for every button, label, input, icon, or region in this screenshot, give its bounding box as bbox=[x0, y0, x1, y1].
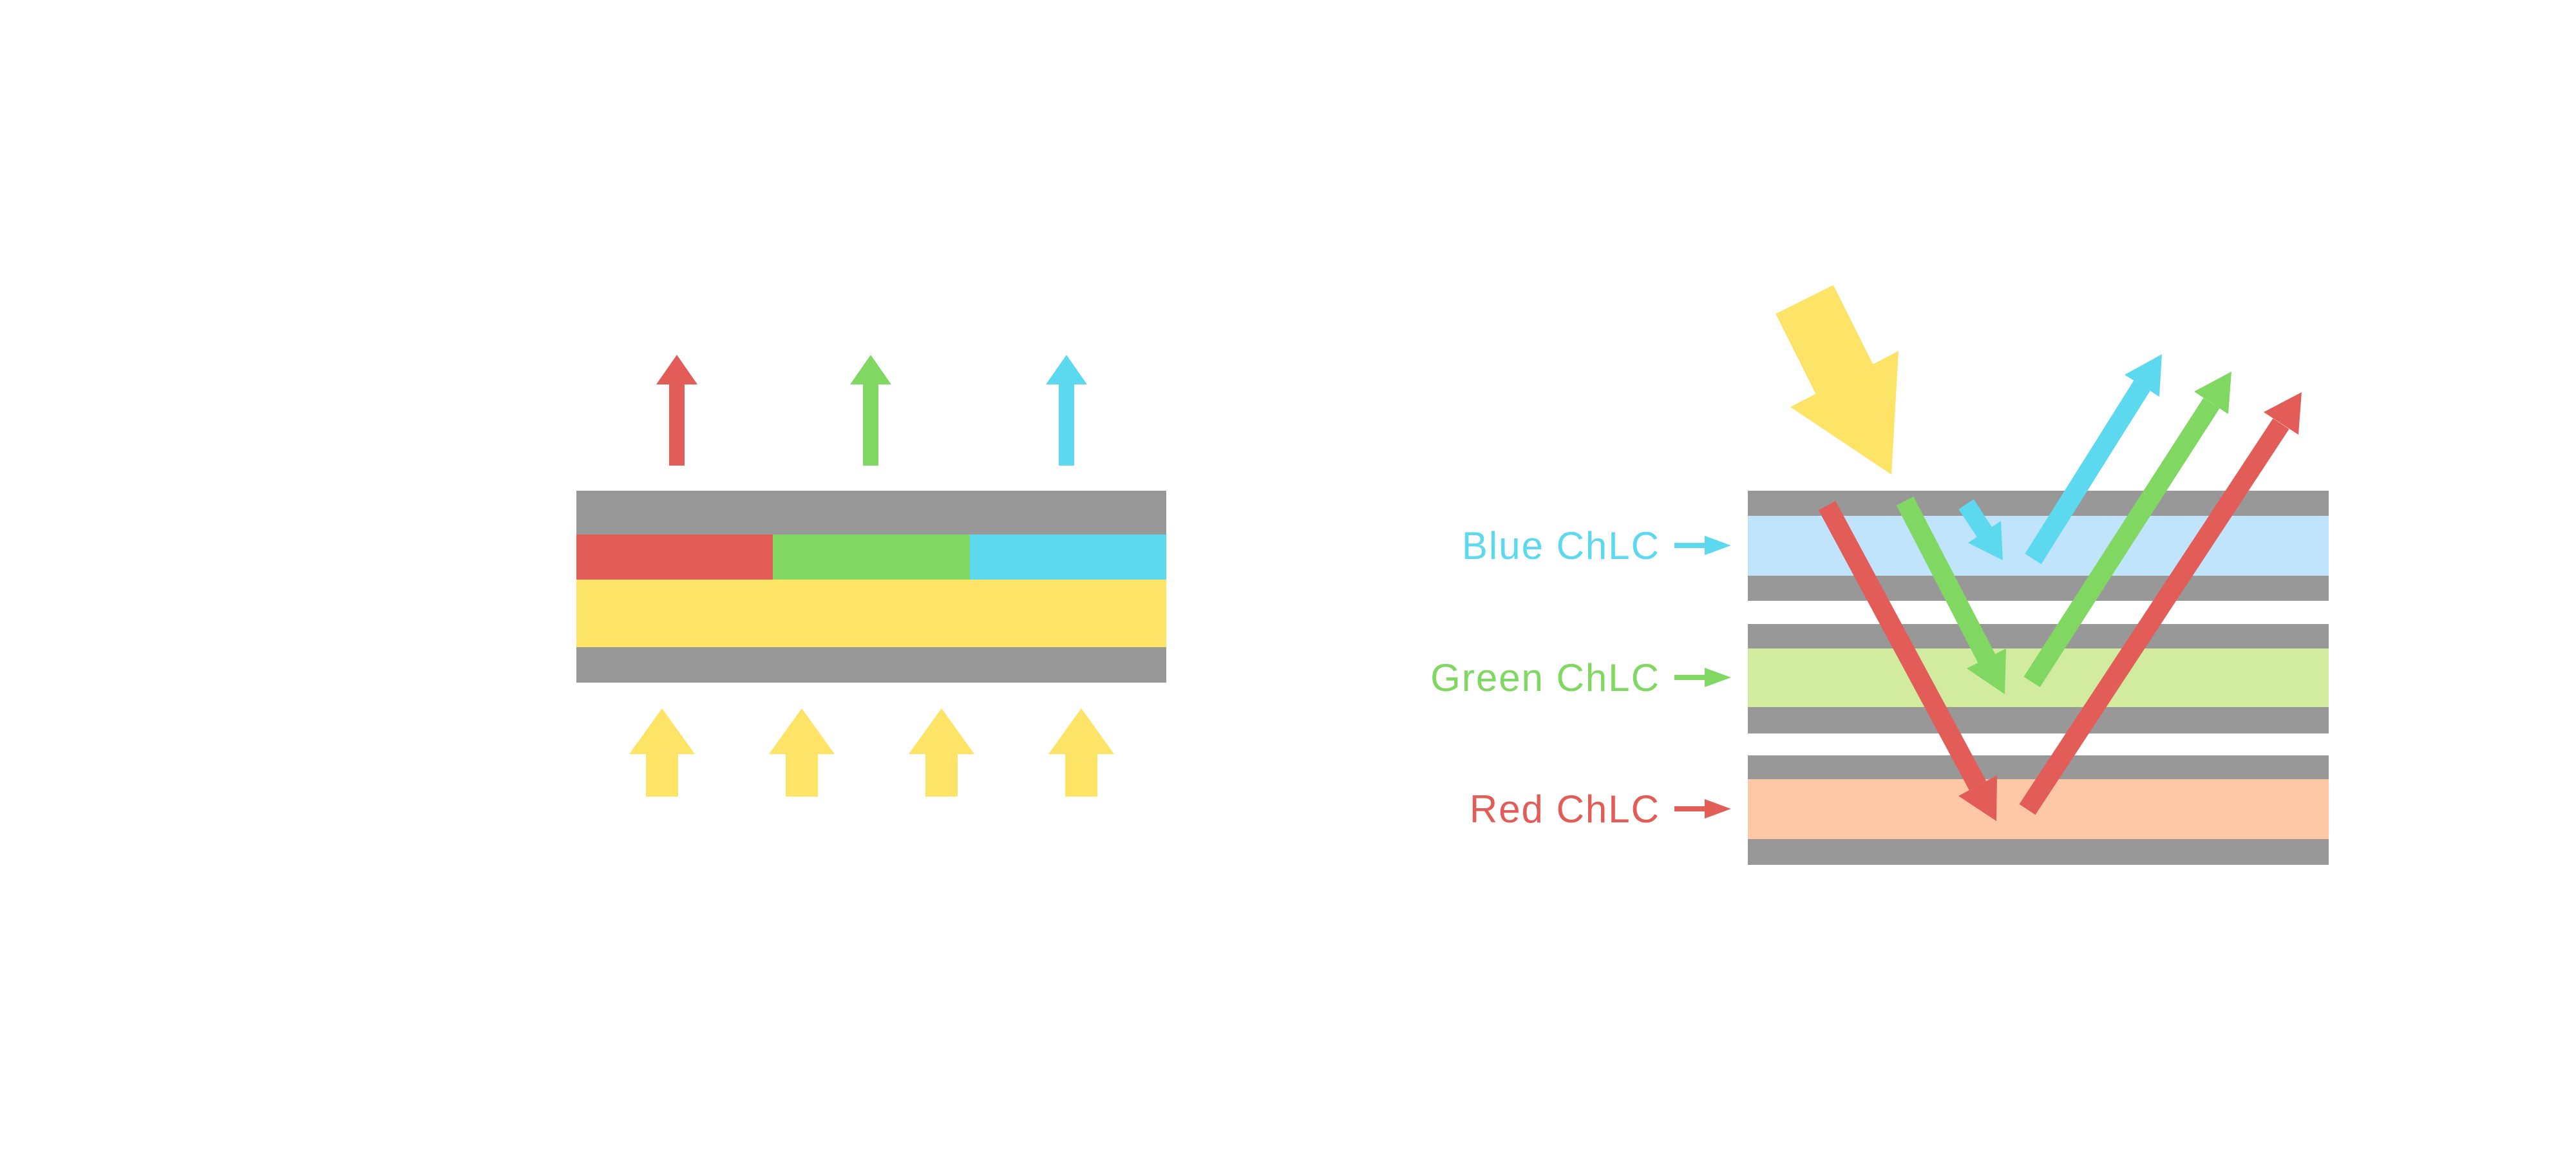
backlight-arrow-icon-3 bbox=[909, 708, 974, 797]
green-reflected-arrow-shaft bbox=[2023, 397, 2220, 688]
left-bottom-substrate-layer bbox=[576, 647, 1166, 683]
red-transmitted-arrow-head bbox=[1958, 775, 1997, 821]
red-transmitted-arrow-icon bbox=[1818, 500, 1997, 821]
cyan-transmitted-arrow-head bbox=[1968, 521, 2003, 560]
green-cell-top-substrate bbox=[1748, 624, 2329, 648]
red-reflected-arrow-head bbox=[2264, 392, 2302, 435]
cyan-reflected-arrow-shaft bbox=[2025, 381, 2150, 564]
red-reflected-arrow-shaft bbox=[2019, 418, 2289, 815]
red-emitted-arrow-icon bbox=[656, 355, 697, 466]
red-transmitted-arrow-shaft bbox=[1818, 500, 1987, 791]
left-green-filter-segment bbox=[773, 534, 970, 580]
left-red-filter-segment bbox=[576, 534, 773, 580]
right-diagram: Blue ChLC Green ChLC Red ChLC bbox=[1430, 285, 2329, 865]
backlight-arrow-icon-4 bbox=[1048, 708, 1114, 797]
red-cell-top-substrate bbox=[1748, 755, 2329, 779]
left-cyan-filter-segment bbox=[970, 534, 1166, 580]
green-transmitted-arrow-head bbox=[1967, 648, 2006, 694]
green-reflected-arrow-icon bbox=[2023, 372, 2231, 688]
backlight-arrow-head bbox=[909, 708, 974, 754]
backlight-arrow-icon-1 bbox=[629, 708, 695, 797]
red-cell-bottom-substrate bbox=[1748, 839, 2329, 865]
blue-cell-bottom-substrate bbox=[1748, 576, 2329, 601]
incident-light-arrow-shaft bbox=[1776, 285, 1873, 394]
green-chlc-label: Green ChLC bbox=[1430, 656, 1660, 699]
cyan-emitted-arrow-head bbox=[1046, 355, 1087, 384]
red-reflected-arrow-icon bbox=[2019, 392, 2302, 815]
red-emitted-arrow-head bbox=[656, 355, 697, 384]
left-backlight-layer bbox=[576, 580, 1166, 647]
backlight-arrow-head bbox=[1048, 708, 1114, 754]
left-top-substrate-layer bbox=[576, 491, 1166, 534]
left-diagram bbox=[576, 355, 1166, 797]
green-emitted-arrow-head bbox=[850, 355, 891, 384]
backlight-arrow-icon-2 bbox=[769, 708, 835, 797]
blue-chlc-label-group: Blue ChLC bbox=[1462, 524, 1731, 567]
incident-light-arrow-icon bbox=[1776, 285, 1899, 475]
green-label-pointer-head bbox=[1705, 668, 1731, 687]
green-chlc-label-group: Green ChLC bbox=[1430, 656, 1731, 699]
incident-light-arrow-head bbox=[1790, 351, 1899, 475]
backlight-arrow-head bbox=[629, 708, 695, 754]
backlight-arrow-head bbox=[769, 708, 835, 754]
red-chlc-label-group: Red ChLC bbox=[1470, 788, 1731, 831]
blue-label-pointer-head bbox=[1705, 536, 1731, 555]
green-reflected-arrow-head bbox=[2194, 372, 2231, 414]
cyan-reflected-arrow-icon bbox=[2025, 354, 2162, 564]
cyan-reflected-arrow-head bbox=[2125, 354, 2162, 397]
red-label-pointer-head bbox=[1705, 799, 1731, 818]
blue-chlc-label: Blue ChLC bbox=[1462, 524, 1660, 567]
green-transmitted-arrow-icon bbox=[1896, 497, 2006, 694]
green-cell-bottom-substrate bbox=[1748, 707, 2329, 733]
green-transmitted-arrow-shaft bbox=[1896, 497, 1996, 663]
cyan-transmitted-arrow-shaft bbox=[1958, 499, 1993, 538]
red-chlc-label: Red ChLC bbox=[1470, 788, 1660, 831]
cyan-emitted-arrow-icon bbox=[1046, 355, 1087, 466]
cyan-transmitted-arrow-icon bbox=[1958, 499, 2003, 560]
green-emitted-arrow-icon bbox=[850, 355, 891, 466]
